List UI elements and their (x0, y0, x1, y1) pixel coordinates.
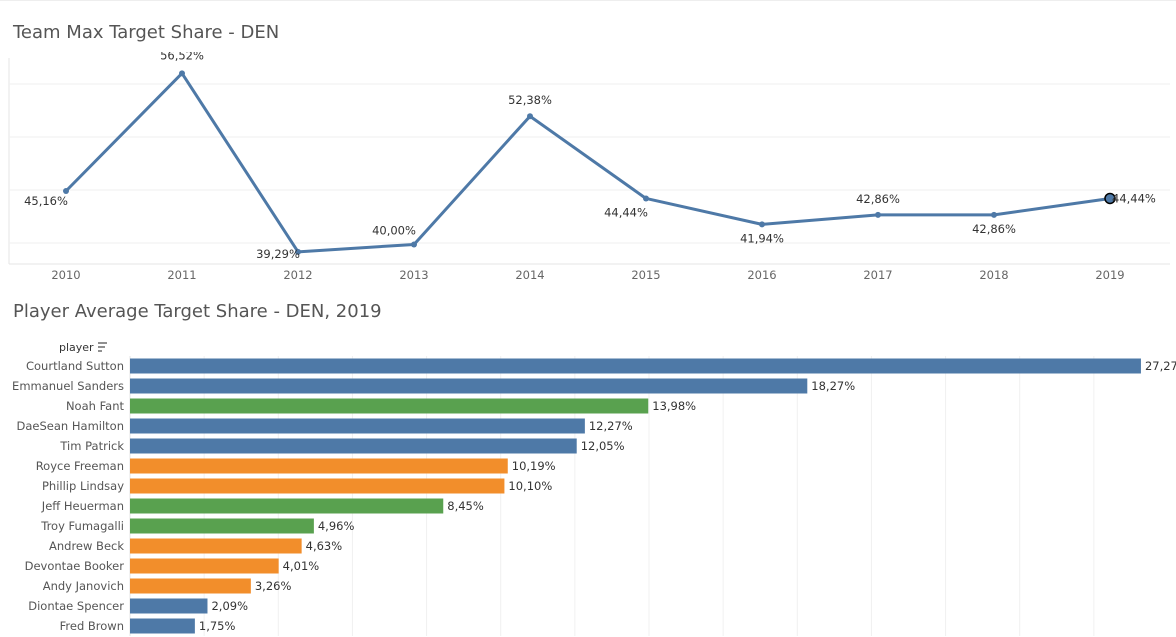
line-point[interactable] (991, 211, 997, 218)
line-chart-title: Team Max Target Share - DEN (13, 22, 280, 43)
top-rule (0, 0, 1176, 1)
bar[interactable] (130, 438, 577, 454)
bar[interactable] (130, 378, 808, 394)
x-tick-label: 2010 (51, 268, 80, 282)
line-chart: 45,16% 2010 56,52% 2011 39,29% 2012 40,00% 2013… (8, 52, 1170, 282)
bar-category-label: Courtland Sutton (26, 359, 124, 373)
line-series (64, 71, 1111, 254)
line-point[interactable] (643, 195, 649, 202)
x-tick-label: 2019 (1095, 268, 1124, 282)
bar-category-label: Noah Fant (66, 399, 125, 413)
bar-category-label: Andy Janovich (43, 579, 124, 593)
bar-value-label: 18,27% (811, 379, 855, 393)
bar-value-label: 10,19% (512, 459, 556, 473)
bar-value-label: 4,63% (306, 539, 343, 553)
bar-value-label: 13,98% (652, 399, 696, 413)
bar-category-label: Jeff Heuerman (41, 499, 124, 513)
x-tick-label: 2012 (283, 268, 312, 282)
bar[interactable] (130, 358, 1141, 374)
bar-chart: player Courtland Sutton 27,27% Emmanuel San… (12, 341, 1176, 636)
line-data-label: 44,44% (1112, 191, 1156, 205)
x-tick-label: 2014 (515, 268, 544, 282)
line-point[interactable] (295, 248, 301, 255)
x-tick-label: 2011 (167, 268, 196, 282)
bar-value-label: 12,27% (589, 419, 633, 433)
bar[interactable] (130, 398, 649, 414)
line-data-label: 52,38% (508, 93, 552, 107)
bar-category-label: Devontae Booker (25, 559, 125, 573)
bar-category-label: Troy Fumagalli (40, 519, 124, 533)
bar[interactable] (130, 458, 508, 474)
bar[interactable] (130, 478, 505, 494)
bar-value-label: 4,01% (283, 559, 320, 573)
bar[interactable] (130, 498, 444, 514)
bar-category-label: Fred Brown (60, 619, 124, 633)
bar[interactable] (130, 578, 251, 594)
line-data-label: 40,00% (372, 223, 416, 237)
line-data-label: 42,86% (972, 222, 1016, 236)
line-data-label: 41,94% (740, 231, 784, 245)
x-tick-label: 2016 (747, 268, 776, 282)
bar-category-label: DaeSean Hamilton (17, 419, 124, 433)
bar-category-label: Royce Freeman (36, 459, 124, 473)
line-data-label: 42,86% (856, 192, 900, 206)
line-data-label: 45,16% (24, 194, 68, 208)
line-point[interactable] (1104, 192, 1116, 205)
x-tick-label: 2018 (979, 268, 1008, 282)
line-point[interactable] (179, 70, 185, 77)
line-data-label: 39,29% (256, 247, 300, 261)
bar-category-label: Tim Patrick (59, 439, 124, 453)
line-point[interactable] (411, 241, 417, 248)
bar[interactable] (130, 598, 208, 614)
bar-value-label: 4,96% (318, 519, 355, 533)
line-point[interactable] (63, 188, 69, 195)
line-point[interactable] (875, 211, 881, 218)
bar-value-label: 1,75% (199, 619, 236, 633)
bar-value-label: 3,26% (255, 579, 292, 593)
bar[interactable] (130, 558, 279, 574)
sort-icon[interactable] (98, 342, 107, 352)
bar-category-label: Phillip Lindsay (42, 479, 124, 493)
bar-value-label: 10,10% (508, 479, 552, 493)
line-point[interactable] (527, 113, 533, 120)
bar-value-label: 2,09% (211, 599, 248, 613)
x-tick-label: 2017 (863, 268, 892, 282)
bar-chart-title: Player Average Target Share - DEN, 2019 (13, 301, 382, 322)
line-point[interactable] (759, 221, 765, 228)
bar[interactable] (130, 618, 195, 634)
row-header: player (59, 341, 94, 354)
line-data-label: 44,44% (604, 205, 648, 219)
x-tick-label: 2015 (631, 268, 660, 282)
bar-value-label: 27,27% (1145, 359, 1176, 373)
bar-value-label: 8,45% (447, 499, 484, 513)
bar-category-label: Diontae Spencer (28, 599, 124, 613)
bar-category-label: Andrew Beck (49, 539, 124, 553)
line-data-label: 56,52% (160, 52, 204, 62)
bar[interactable] (130, 518, 314, 534)
bar[interactable] (130, 538, 302, 554)
bar-value-label: 12,05% (581, 439, 625, 453)
bar-category-label: Emmanuel Sanders (12, 379, 124, 393)
bar[interactable] (130, 418, 585, 434)
x-tick-label: 2013 (399, 268, 428, 282)
